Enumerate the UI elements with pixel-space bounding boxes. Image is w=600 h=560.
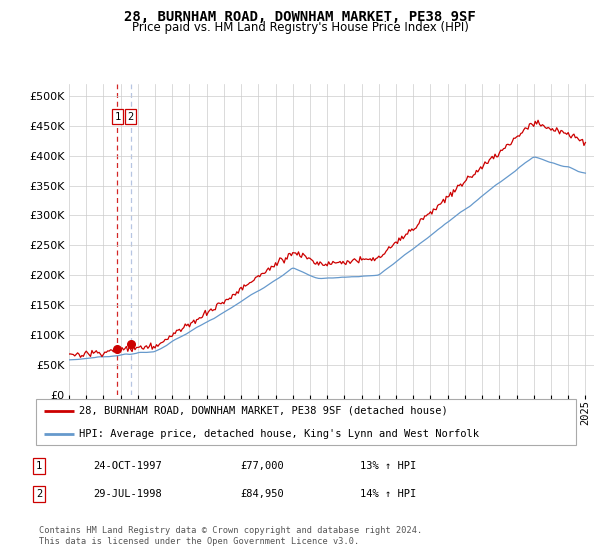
Text: 13% ↑ HPI: 13% ↑ HPI xyxy=(360,461,416,471)
Text: 28, BURNHAM ROAD, DOWNHAM MARKET, PE38 9SF: 28, BURNHAM ROAD, DOWNHAM MARKET, PE38 9… xyxy=(124,10,476,24)
Text: HPI: Average price, detached house, King's Lynn and West Norfolk: HPI: Average price, detached house, King… xyxy=(79,429,479,438)
Text: 29-JUL-1998: 29-JUL-1998 xyxy=(93,489,162,499)
Text: 1: 1 xyxy=(36,461,42,471)
Text: 2: 2 xyxy=(127,112,134,122)
Text: 2: 2 xyxy=(36,489,42,499)
Text: 24-OCT-1997: 24-OCT-1997 xyxy=(93,461,162,471)
Text: £84,950: £84,950 xyxy=(240,489,284,499)
Text: 14% ↑ HPI: 14% ↑ HPI xyxy=(360,489,416,499)
Text: £77,000: £77,000 xyxy=(240,461,284,471)
Text: Price paid vs. HM Land Registry's House Price Index (HPI): Price paid vs. HM Land Registry's House … xyxy=(131,21,469,34)
Text: 1: 1 xyxy=(114,112,121,122)
Text: 28, BURNHAM ROAD, DOWNHAM MARKET, PE38 9SF (detached house): 28, BURNHAM ROAD, DOWNHAM MARKET, PE38 9… xyxy=(79,406,448,416)
Text: Contains HM Land Registry data © Crown copyright and database right 2024.
This d: Contains HM Land Registry data © Crown c… xyxy=(39,526,422,546)
